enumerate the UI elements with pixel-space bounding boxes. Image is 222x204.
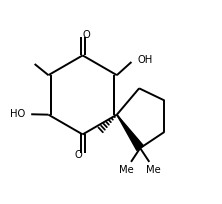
Text: Me: Me <box>119 164 134 174</box>
Text: OH: OH <box>137 55 152 65</box>
Text: O: O <box>83 30 91 40</box>
Text: Me: Me <box>146 164 161 174</box>
Text: HO: HO <box>10 109 26 119</box>
Text: O: O <box>75 150 82 160</box>
Polygon shape <box>117 115 143 150</box>
